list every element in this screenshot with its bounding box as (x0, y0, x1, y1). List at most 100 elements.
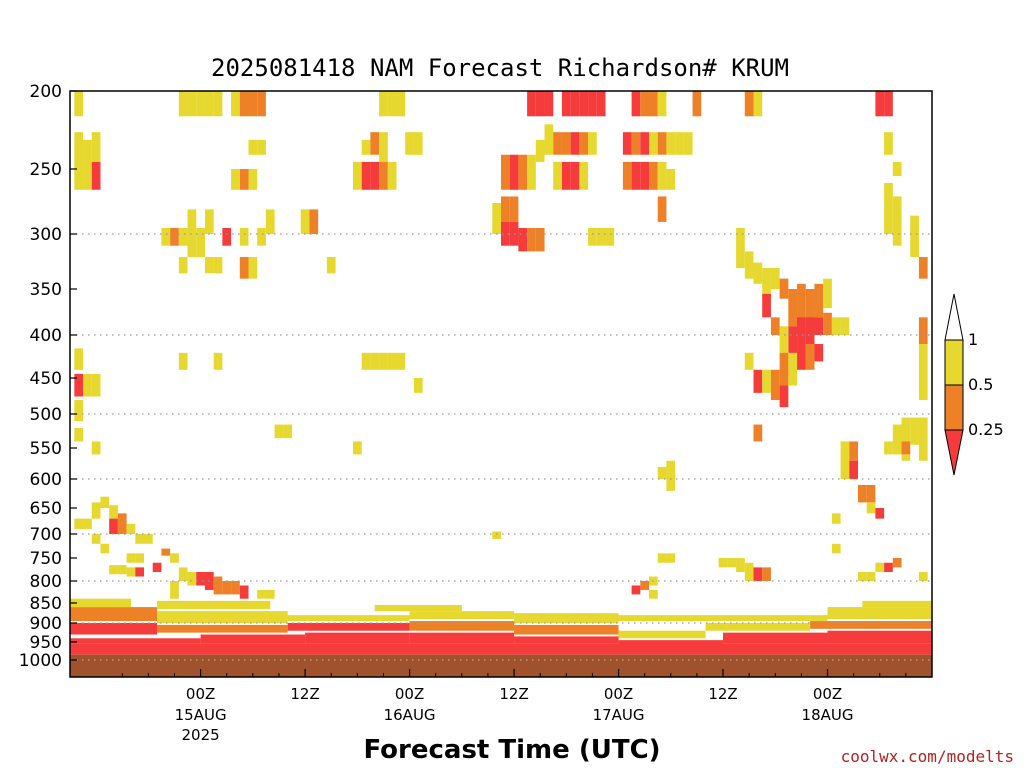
heatmap-cell (509, 154, 519, 190)
heatmap-cell (352, 441, 362, 455)
heatmap-cell (257, 139, 266, 155)
heatmap-cell (631, 585, 641, 595)
heatmap-cell (274, 424, 284, 439)
heatmap-cell (518, 228, 528, 252)
heatmap-cell (518, 154, 528, 190)
heatmap-cell (135, 567, 145, 577)
heatmap-cell (74, 427, 84, 442)
heatmap-cell (379, 161, 388, 190)
heatmap-band (705, 623, 811, 631)
heatmap-cell (387, 161, 397, 190)
y-tick-label: 650 (30, 499, 62, 519)
heatmap-cell (857, 571, 867, 581)
heatmap-cell (753, 262, 763, 284)
heatmap-band (305, 632, 410, 644)
heatmap-cell (892, 558, 902, 568)
heatmap-cell (797, 317, 806, 370)
heatmap-cell (309, 209, 319, 234)
heatmap-cell (152, 562, 162, 572)
y-tick-label: 950 (30, 633, 62, 653)
heatmap-cell (239, 91, 249, 117)
heatmap-cell (492, 531, 501, 539)
heatmap-cell (797, 283, 806, 335)
plot-frame (69, 90, 933, 678)
heatmap-cell (753, 91, 763, 117)
heatmap-cell (178, 352, 188, 370)
heatmap-cell (657, 132, 667, 155)
heatmap-cell (501, 154, 510, 190)
heatmap-cell (387, 91, 397, 117)
heatmap-cell (170, 581, 179, 599)
heatmap-cell (762, 369, 771, 393)
heatmap-cell (649, 91, 658, 117)
heatmap-cell (109, 518, 118, 534)
heatmap-cell (640, 161, 650, 190)
heatmap-cell (100, 543, 110, 554)
heatmap-cell (849, 460, 858, 479)
heatmap-cell (553, 132, 562, 155)
heatmap-cell (649, 132, 658, 155)
heatmap-cell (170, 553, 179, 563)
heatmap-cell (83, 139, 92, 190)
heatmap-cell (805, 317, 815, 345)
heatmap-cell (239, 585, 249, 599)
heatmap-cell (588, 91, 597, 117)
heatmap-cell (222, 581, 232, 595)
heatmap-cell (570, 91, 580, 117)
heatmap-cell (231, 169, 240, 190)
heatmap-cell (840, 317, 850, 335)
heatmap-cell (91, 373, 101, 397)
x-tick-label: 00Z (395, 685, 424, 703)
heatmap-cell (831, 317, 841, 335)
heatmap-cell (788, 326, 798, 378)
heatmap-cell (239, 169, 249, 190)
heatmap-cell (544, 124, 554, 155)
heatmap-cell (413, 378, 423, 393)
heatmap-band (200, 634, 306, 644)
heatmap-cell (204, 257, 214, 274)
heatmap-cell (361, 139, 371, 155)
heatmap-band (862, 600, 932, 608)
heatmap-cell (204, 91, 214, 117)
heatmap-cell (918, 257, 928, 279)
heatmap-cell (535, 91, 545, 117)
heatmap-cell (666, 460, 676, 474)
heatmap-cell (657, 91, 667, 117)
x-tick-label: 00Z (186, 685, 215, 703)
heatmap-cell (901, 417, 911, 445)
heatmap-cell (196, 228, 205, 258)
heatmap-cell (213, 352, 223, 370)
heatmap-cell (779, 352, 789, 386)
heatmap-cell (762, 293, 771, 318)
colorbar-orange-box (944, 384, 964, 431)
heatmap-cell (74, 348, 84, 370)
heatmap-cell (161, 228, 171, 246)
y-tick-label: 350 (30, 280, 62, 300)
heatmap-cell (866, 502, 876, 514)
heatmap-cell (222, 228, 232, 246)
heatmap-cell (178, 228, 188, 246)
heatmap-cell (405, 132, 414, 155)
heatmap-cell (657, 161, 667, 190)
heatmap-cell (753, 369, 763, 393)
x-tick-label: 12Z (708, 685, 737, 703)
heatmap-cell (744, 91, 754, 117)
heatmap-cell (901, 441, 911, 455)
heatmap-cell (779, 278, 789, 299)
heatmap-cell (579, 161, 589, 190)
heatmap-band (618, 630, 706, 639)
chart-title: 2025081418 NAM Forecast Richardson# KRUM (211, 54, 789, 82)
heatmap-cell (657, 466, 667, 479)
heatmap-cell (370, 352, 380, 370)
heatmap-cell (283, 424, 293, 439)
heatmap-cell (527, 91, 536, 117)
y-tick-label: 450 (30, 369, 62, 389)
y-axis-ticks: 200 250 300 350 400 450 500 550 600 650 700 750 8008… (19, 82, 77, 671)
heatmap-cell (561, 91, 571, 117)
heatmap-cell (666, 473, 676, 491)
heatmap-cell (248, 169, 258, 190)
heatmap-cell (501, 196, 510, 234)
heatmap-cell (779, 385, 789, 408)
heatmap-cell (527, 154, 536, 190)
heatmap-cell (631, 161, 641, 190)
